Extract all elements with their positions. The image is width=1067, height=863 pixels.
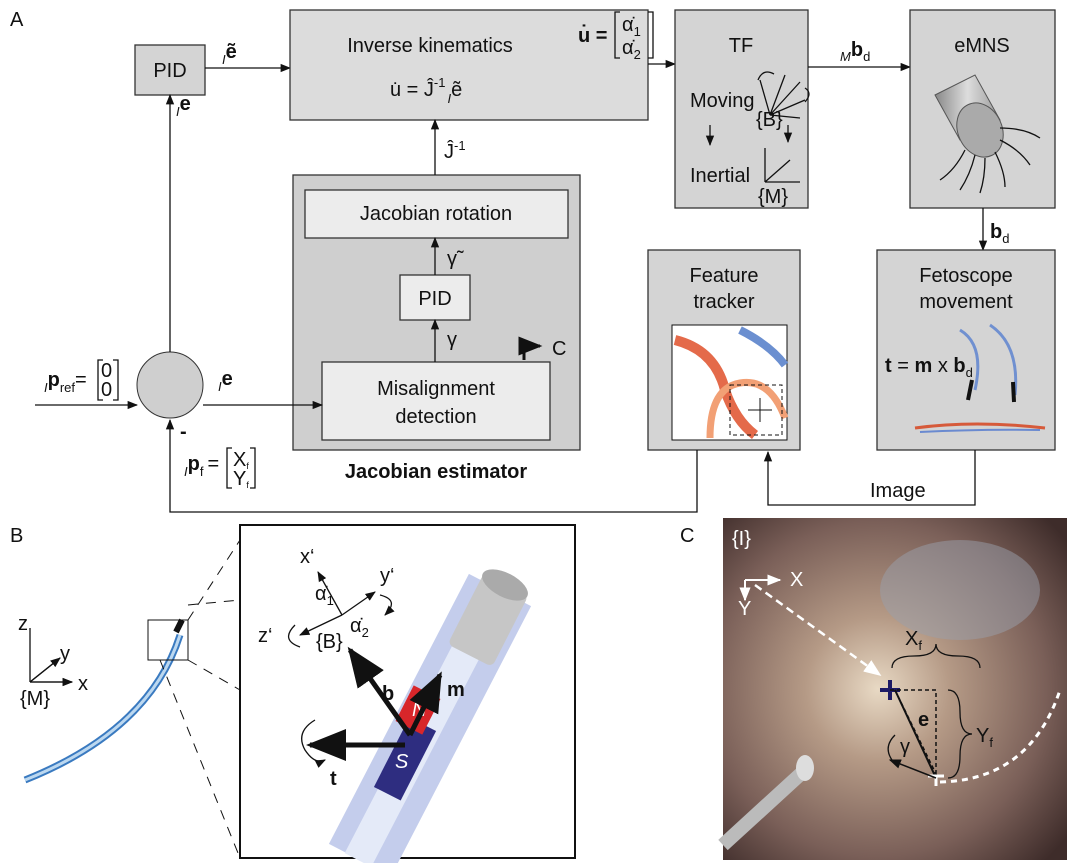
- block-title: tracker: [693, 291, 754, 313]
- b-vector: b: [382, 683, 394, 705]
- symbol: p: [188, 453, 200, 475]
- south: S: [395, 751, 409, 773]
- index: d: [863, 49, 870, 64]
- t-vector: t: [330, 768, 337, 790]
- index: 2: [362, 625, 369, 640]
- symbol: Ĵ: [444, 140, 454, 163]
- index: 2: [634, 47, 641, 62]
- block-title: Feature: [690, 265, 759, 287]
- frame-i: {I}: [732, 528, 751, 550]
- m: m: [914, 355, 932, 377]
- p-ref: Ipref=: [44, 369, 87, 395]
- index: 1: [634, 24, 641, 39]
- inertial: Inertial: [690, 165, 750, 187]
- lhs: u̇ = Ĵ: [390, 78, 434, 101]
- e-inner: Ie: [218, 368, 233, 394]
- pid-label: PID: [153, 60, 186, 82]
- axis-x-b: x‘: [300, 546, 314, 568]
- axis-x: x: [78, 673, 88, 695]
- j-inverse: Ĵ-1: [444, 138, 466, 163]
- shape: [880, 540, 1040, 640]
- sum-junction: [137, 352, 203, 418]
- symbol: Y: [976, 725, 989, 747]
- block-title: detection: [395, 406, 476, 428]
- axis-z-b: z‘: [258, 625, 272, 647]
- block-title: TF: [729, 35, 753, 57]
- torque: t = m x bd: [885, 355, 973, 380]
- eq: =: [207, 453, 219, 475]
- index: f: [200, 464, 204, 479]
- shape: [796, 755, 814, 781]
- index: d: [1002, 231, 1009, 246]
- axis-z: z: [18, 613, 28, 635]
- axis-y-b: y‘: [380, 565, 394, 587]
- image-label: Image: [870, 480, 926, 502]
- p-f: Ipf=: [184, 453, 219, 479]
- symbol: b: [851, 39, 863, 61]
- figure: A B C PID Iẽ Inverse kinematics u̇ = Ĵ-1…: [0, 0, 1067, 863]
- index: 1: [327, 593, 334, 608]
- symbol: b: [990, 221, 1002, 243]
- misalignment-block: [322, 362, 550, 440]
- index: f: [989, 735, 993, 750]
- block-caption: Jacobian estimator: [345, 461, 528, 483]
- axis-y: y: [60, 643, 70, 665]
- power: -1: [434, 75, 446, 90]
- p-f-bottom: Yf: [233, 468, 249, 490]
- connector: [160, 540, 240, 858]
- pid-label: PID: [418, 288, 451, 310]
- block-title: Jacobian rotation: [360, 203, 512, 225]
- connector: [30, 658, 60, 682]
- symbol: X: [905, 628, 918, 650]
- connector: [176, 620, 182, 632]
- b: b: [953, 355, 965, 377]
- symbol: e: [180, 93, 191, 115]
- frame: M: [840, 49, 851, 64]
- axis-x: X: [790, 569, 803, 591]
- frame-m: {M}: [20, 688, 50, 710]
- frame-b: {B}: [316, 631, 343, 653]
- panel-label: A: [10, 9, 24, 31]
- m-vector: m: [447, 679, 465, 701]
- index: f: [918, 638, 922, 653]
- symbol: ẽ: [226, 41, 237, 63]
- axis-y: Y: [738, 598, 751, 620]
- frame-m: {M}: [758, 186, 788, 208]
- eq: =: [897, 355, 909, 377]
- error: e: [918, 709, 929, 731]
- block-title: Misalignment: [377, 378, 495, 400]
- b-moving: Mbd: [840, 39, 870, 64]
- gamma: γ: [900, 736, 910, 758]
- t: t: [885, 355, 892, 377]
- minus: -: [180, 421, 187, 443]
- rhs: ẽ: [451, 79, 462, 101]
- index: f: [246, 461, 249, 471]
- moving: Moving: [690, 90, 754, 112]
- p-ref-bottom: 0: [101, 379, 112, 401]
- panel-label: B: [10, 525, 23, 547]
- y: Y: [233, 468, 246, 490]
- block-title: Inverse kinematics: [347, 35, 513, 57]
- index: d: [966, 365, 973, 380]
- power: -1: [454, 138, 466, 153]
- block-title: eMNS: [954, 35, 1010, 57]
- u-def: u̇ =: [578, 23, 607, 47]
- camera-frame: C: [552, 338, 566, 360]
- error-tilde: Iẽ: [222, 41, 237, 67]
- symbol: e: [222, 368, 233, 390]
- index: f: [246, 480, 249, 490]
- b-d: bd: [990, 221, 1009, 246]
- symbol: p: [48, 369, 60, 391]
- times: x: [938, 355, 948, 377]
- eq: =: [75, 369, 87, 391]
- index: ref: [60, 380, 76, 395]
- e-outer: Ie: [176, 93, 191, 119]
- block-title: Fetoscope: [919, 265, 1012, 287]
- block-title: movement: [919, 291, 1013, 313]
- gamma: γ: [447, 329, 457, 351]
- panel-label: C: [680, 525, 694, 547]
